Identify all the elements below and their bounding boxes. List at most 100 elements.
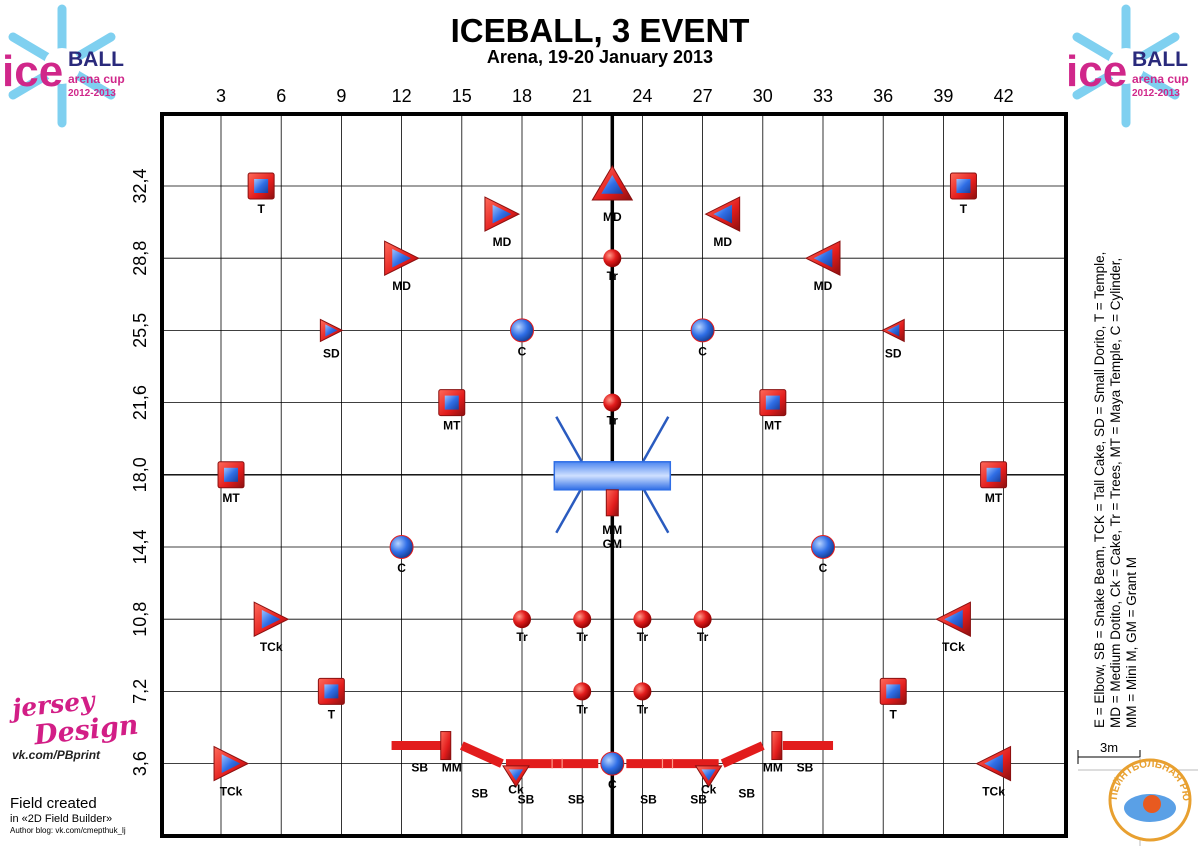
square-bunker-inner: [254, 179, 269, 193]
center-spike: [641, 416, 670, 464]
tree-bunker: [573, 610, 592, 629]
tree-bunker: [573, 682, 592, 701]
mini-m-left: [440, 731, 452, 761]
triangle-bunker-inner: [492, 204, 512, 224]
legend-line: MM = Mini M, GM = Grant M: [1124, 556, 1139, 728]
tree-bunker: [693, 610, 712, 629]
bunker-label: MD: [392, 279, 411, 293]
snake-label: SB: [640, 793, 657, 807]
x-tick-label: 15: [452, 86, 472, 106]
cylinder-bunker: [811, 535, 835, 559]
x-tick-label: 42: [994, 86, 1014, 106]
triangle-bunker-inner: [221, 754, 241, 773]
bunker-label: C: [819, 561, 828, 575]
snake-elbow-right: [720, 741, 765, 768]
tree-bunker: [603, 393, 622, 412]
scale-label: 3m: [1100, 740, 1119, 755]
snake-label: MM: [763, 761, 783, 775]
x-tick-label: 21: [572, 86, 592, 106]
bunker-label: C: [518, 344, 527, 358]
legend-line: MD = Medium Dotito, Ck = Cake, Tr = Tree…: [1108, 257, 1123, 728]
x-tick-label: 33: [813, 86, 833, 106]
triangle-bunker-inner: [984, 754, 1003, 773]
logo-word-ball: BALL: [1132, 48, 1188, 71]
center-spike: [555, 486, 584, 534]
y-tick-label: 14,4: [130, 529, 150, 564]
square-bunker-inner: [886, 684, 901, 699]
builder-text: in «2D Field Builder»: [10, 813, 113, 825]
bunker-label: T: [890, 707, 898, 721]
cake-bunker-inner: [508, 769, 524, 781]
bunker-label: MD: [603, 210, 622, 224]
logo-word-ice: ice: [1066, 47, 1127, 96]
bunker-label: Tr: [577, 630, 589, 644]
tree-bunker: [513, 610, 531, 629]
square-bunker-inner: [956, 179, 971, 193]
tree-bunker: [633, 610, 652, 629]
bunker-label: Tr: [697, 630, 709, 644]
mini-m-right: [771, 731, 783, 761]
cake-bunker-inner: [701, 769, 716, 781]
legend: E = Elbow, SB = Snake Beam, TCK = Tall C…: [1092, 208, 1140, 728]
bunker-label: Tr: [516, 630, 528, 644]
iceball-logo-left: ice BALL arena cup 2012-2013: [2, 4, 125, 128]
x-tick-label: 18: [512, 86, 532, 106]
triangle-bunker-inner: [261, 609, 281, 629]
bunker-label: MD: [814, 279, 833, 293]
center-spike: [641, 486, 670, 534]
x-tick-label: 39: [933, 86, 953, 106]
center-mini-m: [605, 489, 619, 517]
center-and-snake-structures: [391, 416, 834, 769]
x-tick-label: 6: [276, 86, 286, 106]
bunkers: [213, 165, 1012, 788]
logo-line3: 2012-2013: [68, 88, 116, 99]
square-bunker-inner: [324, 684, 339, 699]
bunker-label: Tr: [607, 414, 619, 428]
y-tick-label: 28,8: [130, 241, 150, 276]
bunker-label: Tr: [577, 702, 589, 716]
center-beam: [553, 461, 672, 491]
triangle-bunker-inner: [392, 248, 411, 268]
x-tick-label: 30: [753, 86, 773, 106]
logo-line2: arena cup: [1132, 72, 1189, 86]
page-title: ICEBALL, 3 EVENT: [450, 12, 750, 49]
center-spike: [555, 416, 584, 464]
field-border: [160, 112, 1068, 838]
snake-label: MM: [442, 761, 462, 775]
bunker-label: C: [608, 778, 617, 792]
bunker-label: MT: [443, 419, 461, 433]
tree-bunker: [633, 682, 652, 701]
square-bunker-inner: [765, 395, 780, 410]
axis-labels: 3 6 9 12 15 18 21 24 27 30 33 36 39 4232,428,825,521,…: [130, 86, 1014, 776]
bunker-label: TCk: [220, 785, 243, 799]
snake-label: SB: [411, 761, 428, 775]
center-label: MM: [602, 523, 622, 537]
cylinder-bunker: [690, 318, 715, 343]
bunker-label: T: [257, 202, 265, 216]
square-bunker-inner: [986, 467, 1001, 482]
cylinder-bunker: [389, 535, 414, 559]
small-triangle-bunker-inner: [887, 324, 900, 337]
snake-elbow-left: [459, 741, 504, 768]
author-blog-text[interactable]: Author blog: vk.com/cmepthuk_lj: [10, 826, 126, 835]
snake-label: SB: [797, 761, 814, 775]
x-tick-label: 12: [392, 86, 412, 106]
snake-label: SB: [568, 793, 585, 807]
triangle-bunker-inner: [601, 175, 624, 194]
triangle-bunker-inner: [713, 204, 733, 224]
vk-link[interactable]: vk.com/PBprint: [12, 748, 101, 762]
square-bunker-inner: [224, 467, 239, 482]
triangle-bunker-inner: [944, 609, 963, 629]
small-triangle-bunker-inner: [325, 324, 338, 337]
bunker-label: SD: [323, 346, 340, 360]
bunker-label: TCk: [260, 640, 283, 654]
x-tick-label: 27: [693, 86, 713, 106]
legend-line: E = Elbow, SB = Snake Beam, TCK = Tall C…: [1092, 251, 1107, 728]
bunker-label: MT: [764, 419, 782, 433]
bunker-label: Tr: [637, 630, 649, 644]
logo-line2: arena cup: [68, 72, 125, 86]
y-tick-label: 21,6: [130, 385, 150, 420]
bunker-label: Tr: [637, 702, 649, 716]
